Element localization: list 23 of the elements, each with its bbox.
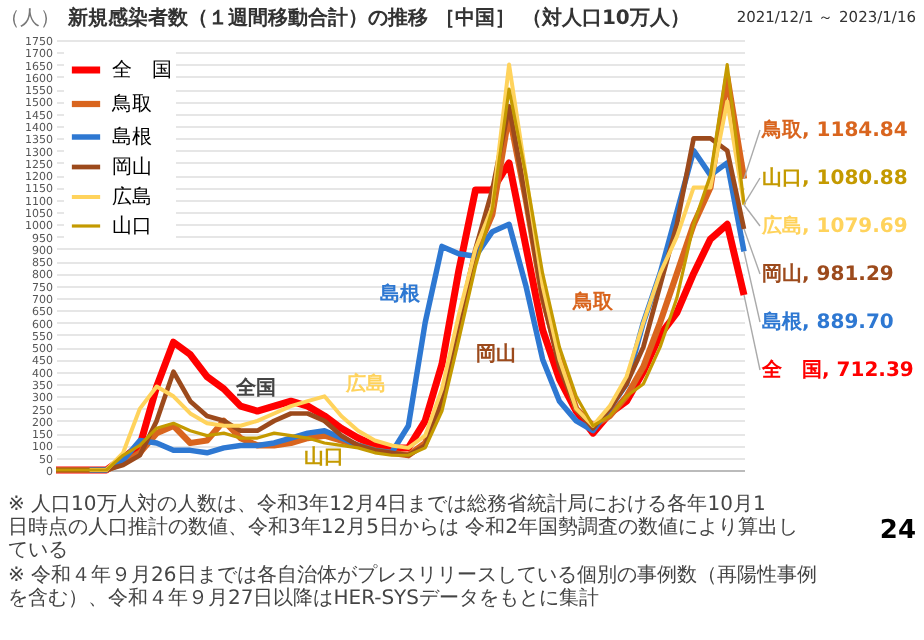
chart-title: 新規感染者数（１週間移動合計）の推移 ［中国］ （対人口10万人）	[66, 6, 690, 30]
legend-label: 岡山	[112, 155, 152, 179]
legend-label: 全 国	[112, 58, 172, 82]
data-label: 全 国, 712.39	[760, 358, 914, 382]
data-label: 鳥取, 1184.84	[760, 118, 908, 142]
legend-label: 山口	[112, 214, 152, 238]
annotation: 鳥取	[570, 290, 615, 315]
text: ※ 人口10万人対の人数は、令和3年12月4日までは総務省統計局における各年10月1日時点の人口推計の数値、令和3年12月5日からは 令和2年国勢調査の数値により算出している	[8, 492, 798, 562]
annotation: 全国	[233, 376, 276, 401]
annotation: 島根	[380, 281, 422, 306]
data-label: 岡山, 981.29	[762, 262, 894, 286]
legend-label: 鳥取	[110, 92, 152, 116]
annotation: 岡山	[476, 341, 517, 366]
text: ※ 令和４年９月26日までは各自治体がプレスリリースしている個別の事例数（再陽性事例を含む）、令和４年９月27日以降はHER-SYSデータをもとに集計	[8, 563, 817, 610]
annotation: 山口	[304, 445, 345, 470]
y-axis-title: （人）	[0, 8, 60, 30]
data-label: 島根, 889.70	[762, 310, 894, 334]
annotation: 広島	[343, 372, 386, 396]
legend-label: 広島	[112, 185, 152, 209]
legend-label: 島根	[112, 125, 152, 149]
text: 24	[879, 516, 916, 546]
data-label: 広島, 1079.69	[760, 214, 908, 238]
data-label: 山口, 1080.88	[762, 166, 908, 190]
